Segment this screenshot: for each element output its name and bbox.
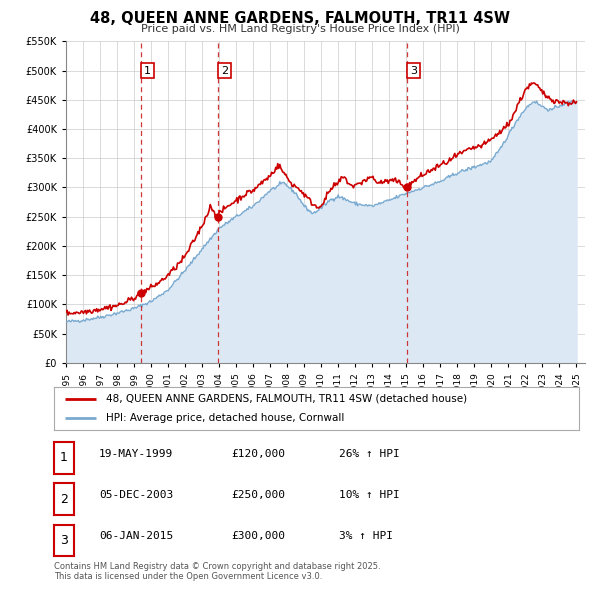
Text: 06-JAN-2015: 06-JAN-2015 — [99, 532, 173, 541]
Text: 2: 2 — [221, 65, 229, 76]
Text: HPI: Average price, detached house, Cornwall: HPI: Average price, detached house, Corn… — [107, 413, 345, 423]
Text: 2: 2 — [60, 493, 68, 506]
Text: £300,000: £300,000 — [231, 532, 285, 541]
Text: £250,000: £250,000 — [231, 490, 285, 500]
Text: 26% ↑ HPI: 26% ↑ HPI — [339, 449, 400, 458]
Text: 3: 3 — [410, 65, 417, 76]
Text: 1: 1 — [60, 451, 68, 464]
Text: 3: 3 — [60, 534, 68, 547]
Text: 3% ↑ HPI: 3% ↑ HPI — [339, 532, 393, 541]
Text: 10% ↑ HPI: 10% ↑ HPI — [339, 490, 400, 500]
Text: 05-DEC-2003: 05-DEC-2003 — [99, 490, 173, 500]
Text: 48, QUEEN ANNE GARDENS, FALMOUTH, TR11 4SW (detached house): 48, QUEEN ANNE GARDENS, FALMOUTH, TR11 4… — [107, 394, 467, 404]
Text: 48, QUEEN ANNE GARDENS, FALMOUTH, TR11 4SW: 48, QUEEN ANNE GARDENS, FALMOUTH, TR11 4… — [90, 11, 510, 25]
Text: £120,000: £120,000 — [231, 449, 285, 458]
Text: Contains HM Land Registry data © Crown copyright and database right 2025.
This d: Contains HM Land Registry data © Crown c… — [54, 562, 380, 581]
Text: 1: 1 — [144, 65, 151, 76]
Text: 19-MAY-1999: 19-MAY-1999 — [99, 449, 173, 458]
Text: Price paid vs. HM Land Registry's House Price Index (HPI): Price paid vs. HM Land Registry's House … — [140, 24, 460, 34]
